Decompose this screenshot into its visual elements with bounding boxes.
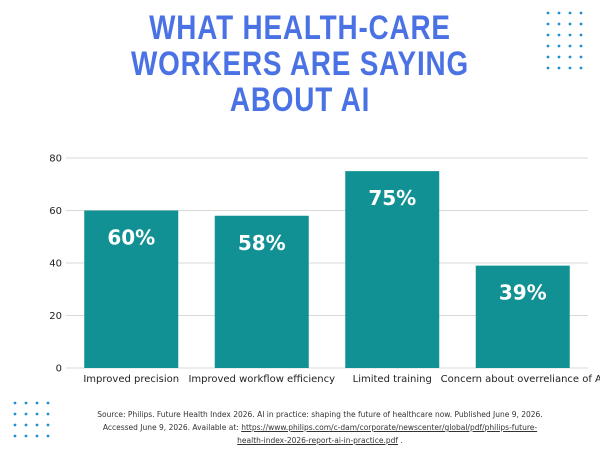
data-label-1: 60% xyxy=(107,226,155,250)
data-label-4: 39% xyxy=(499,281,547,305)
decor-dot xyxy=(13,401,17,405)
chart-title: What health-care workers are saying abou… xyxy=(130,9,470,119)
decor-dot xyxy=(568,44,572,48)
decor-dot xyxy=(568,33,572,37)
decor-dot xyxy=(24,401,28,405)
decor-dot xyxy=(13,423,17,427)
decor-dot xyxy=(568,11,572,15)
decor-dot xyxy=(546,22,550,26)
decor-dot xyxy=(579,11,583,15)
bars xyxy=(84,171,570,368)
x-axis: Improved precision Improved workflow effi… xyxy=(83,374,600,385)
source-citation: Source: Philips. Future Health Index 202… xyxy=(90,408,550,447)
decor-dot xyxy=(579,66,583,70)
data-labels: 60% 58% 75% 39% xyxy=(107,186,546,305)
decor-dot xyxy=(46,423,50,427)
decorative-dot-grid-bottom xyxy=(13,401,50,438)
decor-dot xyxy=(579,44,583,48)
decor-dot xyxy=(24,423,28,427)
y-tick-label: 20 xyxy=(49,311,62,322)
source-text: Source: Philips. Future Health Index 202… xyxy=(97,410,543,432)
decor-dot xyxy=(46,412,50,416)
x-category-label: Improved workflow efficiency xyxy=(188,374,335,385)
decorative-dot-grid-top xyxy=(546,11,583,70)
bar-3 xyxy=(345,171,440,368)
bar-2 xyxy=(214,215,309,368)
decor-dot xyxy=(579,33,583,37)
decor-dot xyxy=(557,44,561,48)
y-tick-label: 40 xyxy=(49,259,62,270)
decor-dot xyxy=(568,66,572,70)
x-category-label: Improved precision xyxy=(83,374,179,385)
decor-dot xyxy=(35,401,39,405)
decor-dot xyxy=(13,412,17,416)
decor-dot xyxy=(35,412,39,416)
decor-dot xyxy=(557,33,561,37)
bar-chart: 0 20 40 60 80 60% 58% 75% 39% Improved precisio… xyxy=(49,154,600,386)
y-tick-label: 60 xyxy=(49,206,62,217)
decor-dot xyxy=(546,33,550,37)
y-axis: 0 20 40 60 80 xyxy=(49,154,62,375)
bar-1 xyxy=(84,210,179,368)
decor-dot xyxy=(546,66,550,70)
decor-dot xyxy=(546,44,550,48)
x-category-label: Concern about overreliance of AI xyxy=(441,374,600,385)
decor-dot xyxy=(557,55,561,59)
decor-dot xyxy=(568,55,572,59)
decor-dot xyxy=(568,22,572,26)
decor-dot xyxy=(579,22,583,26)
decor-dot xyxy=(557,22,561,26)
decor-dot xyxy=(557,66,561,70)
decor-dot xyxy=(546,11,550,15)
decor-dot xyxy=(46,434,50,438)
decor-dot xyxy=(579,55,583,59)
decor-dot xyxy=(24,434,28,438)
bar-4 xyxy=(475,265,570,368)
data-label-3: 75% xyxy=(368,186,416,210)
y-tick-label: 0 xyxy=(56,364,62,375)
source-link[interactable]: https://www.philips.com/c-dam/corporate/… xyxy=(237,423,538,445)
decor-dot xyxy=(35,423,39,427)
decor-dot xyxy=(46,401,50,405)
decor-dot xyxy=(35,434,39,438)
decor-dot xyxy=(557,11,561,15)
decor-dot xyxy=(546,55,550,59)
source-end: . xyxy=(400,436,403,445)
decor-dot xyxy=(24,412,28,416)
data-label-2: 58% xyxy=(238,231,286,255)
x-category-label: Limited training xyxy=(353,374,432,385)
decor-dot xyxy=(13,434,17,438)
y-tick-label: 80 xyxy=(49,154,62,165)
